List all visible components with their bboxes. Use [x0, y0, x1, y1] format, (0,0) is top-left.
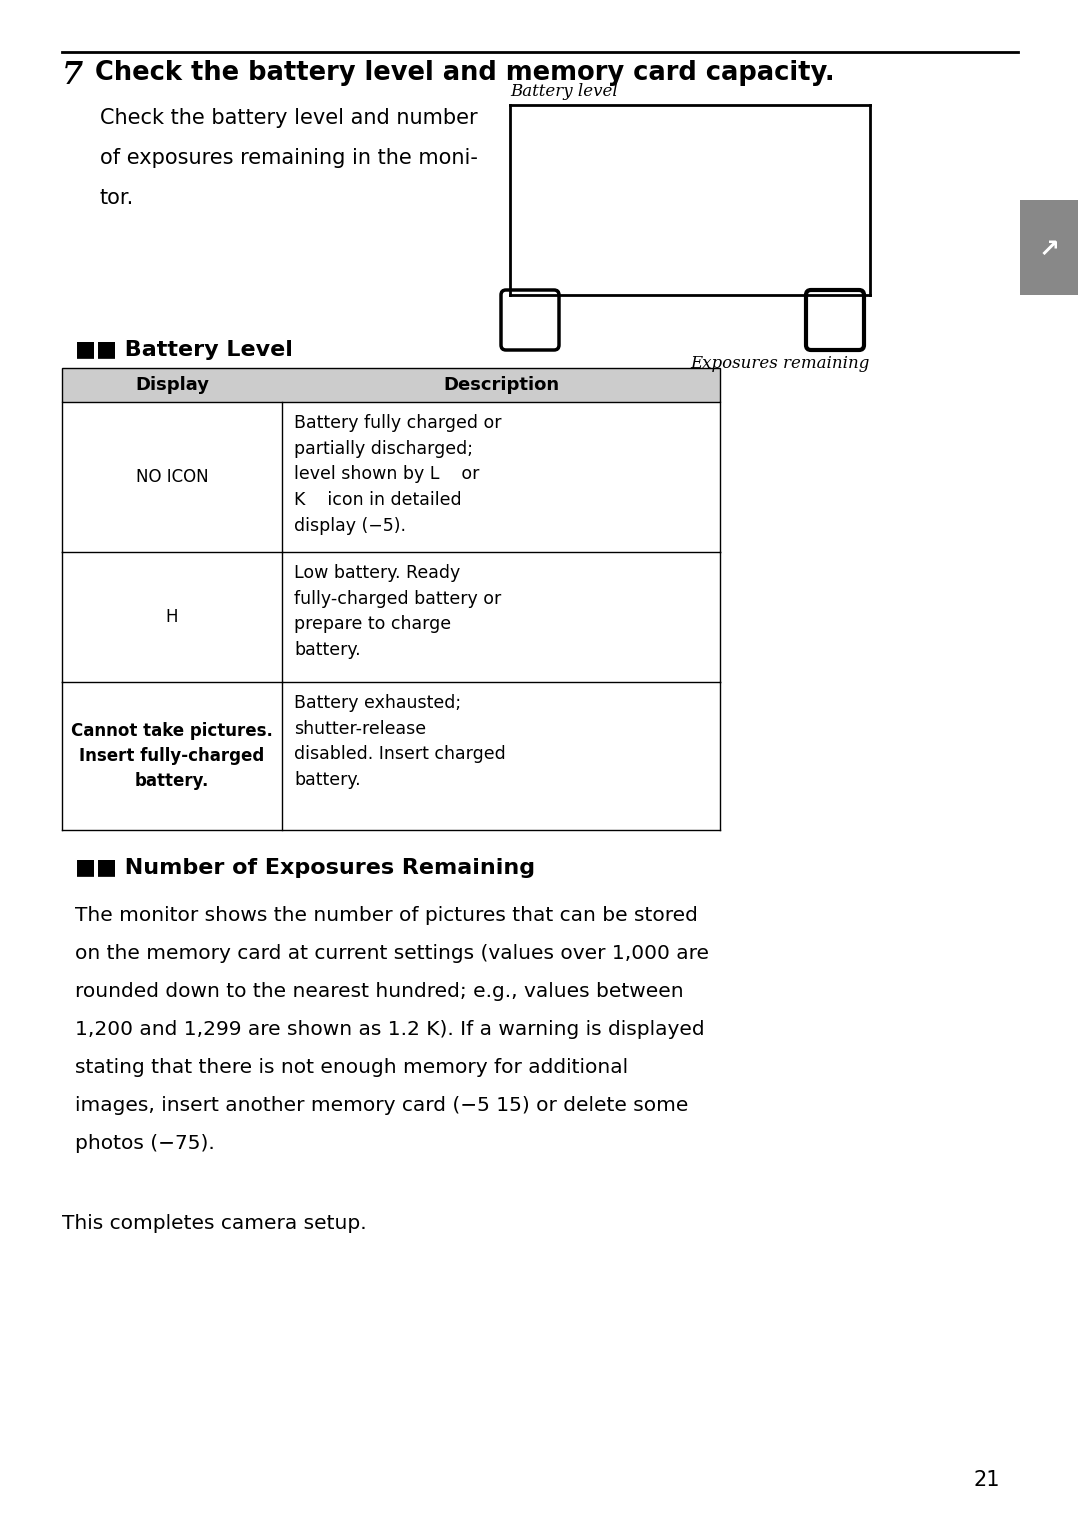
Text: stating that there is not enough memory for additional: stating that there is not enough memory …	[75, 1059, 629, 1077]
Text: NO ICON: NO ICON	[136, 468, 208, 487]
Text: ↗: ↗	[1039, 237, 1059, 262]
Text: Check the battery level and memory card capacity.: Check the battery level and memory card …	[95, 59, 835, 87]
Text: 1,200 and 1,299 are shown as 1.2 K). If a warning is displayed: 1,200 and 1,299 are shown as 1.2 K). If …	[75, 1021, 704, 1039]
Text: images, insert another memory card (−5 15) or delete some: images, insert another memory card (−5 1…	[75, 1097, 688, 1115]
Text: Cannot take pictures.
Insert fully-charged
battery.: Cannot take pictures. Insert fully-charg…	[71, 722, 273, 789]
Text: Description: Description	[443, 376, 559, 394]
Text: The monitor shows the number of pictures that can be stored: The monitor shows the number of pictures…	[75, 907, 698, 925]
Text: tor.: tor.	[100, 189, 134, 208]
Text: Battery level: Battery level	[510, 84, 618, 100]
Bar	[1020, 199, 1078, 295]
Text: This completes camera setup.: This completes camera setup.	[62, 1214, 366, 1234]
Bar	[62, 368, 720, 402]
Text: Check the battery level and number: Check the battery level and number	[100, 108, 477, 128]
Text: ■■ Battery Level: ■■ Battery Level	[75, 341, 293, 360]
Text: photos (−75).: photos (−75).	[75, 1135, 215, 1153]
Text: Battery fully charged or
partially discharged;
level shown by L    or
K    icon : Battery fully charged or partially disch…	[294, 414, 501, 535]
Text: rounded down to the nearest hundred; e.g., values between: rounded down to the nearest hundred; e.g…	[75, 983, 684, 1001]
Text: Exposures remaining: Exposures remaining	[690, 354, 870, 373]
Text: 7: 7	[62, 59, 83, 91]
Text: on the memory card at current settings (values over 1,000 are: on the memory card at current settings (…	[75, 945, 708, 963]
Text: Low battery. Ready
fully-charged battery or
prepare to charge
battery.: Low battery. Ready fully-charged battery…	[294, 564, 501, 659]
Text: H: H	[165, 608, 178, 627]
Text: 21: 21	[973, 1469, 1000, 1491]
Text: Battery exhausted;
shutter-release
disabled. Insert charged
battery.: Battery exhausted; shutter-release disab…	[294, 694, 505, 789]
Text: of exposures remaining in the moni-: of exposures remaining in the moni-	[100, 148, 477, 167]
Text: ■■ Number of Exposures Remaining: ■■ Number of Exposures Remaining	[75, 858, 535, 878]
Text: Display: Display	[135, 376, 210, 394]
